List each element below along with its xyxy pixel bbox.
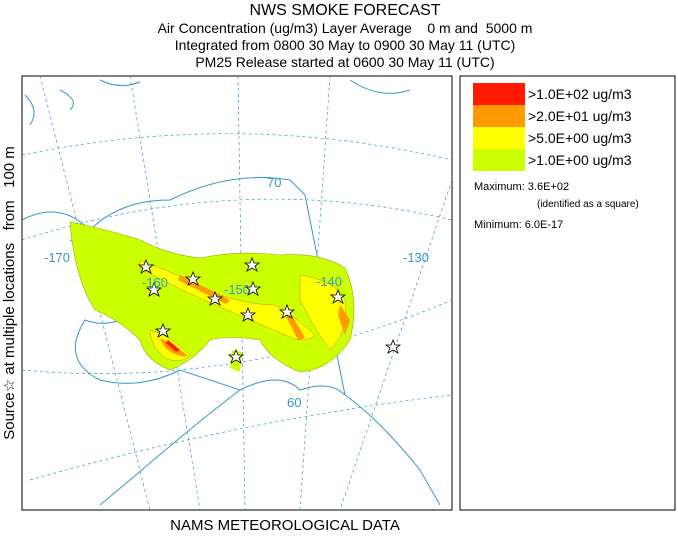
map-label: -140 (316, 274, 342, 289)
legend-swatch (473, 105, 525, 127)
map-label: 70 (267, 175, 281, 190)
map-label: -170 (44, 250, 70, 265)
minimum: Minimum: 6.0E-17 (474, 219, 563, 231)
legend-label: >1.0E+02 ug/m3 (528, 86, 632, 102)
side-label: Source☆ at multiple locations from 100 m (1, 146, 18, 440)
legend-swatch (473, 83, 525, 105)
legend-swatch (473, 149, 525, 171)
map-label: 60 (287, 395, 301, 410)
source-stars (137, 256, 402, 364)
legend-label: >2.0E+01 ug/m3 (528, 108, 632, 124)
map: -170 -160 -150 -140 -130 70 60 (21, 75, 453, 511)
map-label: -160 (142, 275, 168, 290)
subtitle-line: PM25 Release started at 0600 30 May 11 (… (195, 54, 494, 70)
map-label: -130 (403, 250, 429, 265)
map-label: -150 (224, 282, 250, 297)
footer: NAMS METEOROLOGICAL DATA (170, 517, 400, 532)
subtitle-line: Air Concentration (ug/m3) Layer Average … (158, 20, 533, 36)
legend-label: >5.0E+00 ug/m3 (528, 130, 632, 146)
maximum-note: (identified as a square) (537, 199, 639, 210)
legend-label: >1.0E+00 ug/m3 (528, 152, 632, 168)
title: NWS SMOKE FORECAST (249, 2, 440, 19)
subtitle-line: Integrated from 0800 30 May to 0900 30 M… (175, 37, 516, 53)
legend-swatch (473, 127, 525, 149)
maximum: Maximum: 3.6E+02 (474, 181, 569, 193)
legend: Maximum: 3.6E+02 (identified as a square… (459, 75, 676, 511)
